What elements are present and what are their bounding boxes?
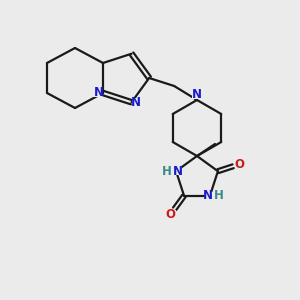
Text: H: H [162, 165, 172, 178]
Text: N: N [94, 86, 104, 100]
FancyBboxPatch shape [214, 192, 224, 200]
FancyBboxPatch shape [235, 160, 245, 168]
Text: N: N [173, 165, 183, 178]
FancyBboxPatch shape [131, 98, 142, 106]
Text: H: H [214, 189, 224, 202]
FancyBboxPatch shape [192, 91, 202, 99]
Text: N: N [192, 88, 202, 101]
FancyBboxPatch shape [166, 210, 176, 218]
Text: O: O [235, 158, 245, 171]
Text: N: N [203, 189, 213, 202]
FancyBboxPatch shape [92, 89, 102, 97]
Text: O: O [166, 208, 176, 221]
FancyBboxPatch shape [170, 167, 182, 175]
Text: N: N [130, 96, 140, 109]
FancyBboxPatch shape [163, 167, 172, 175]
FancyBboxPatch shape [205, 192, 215, 200]
